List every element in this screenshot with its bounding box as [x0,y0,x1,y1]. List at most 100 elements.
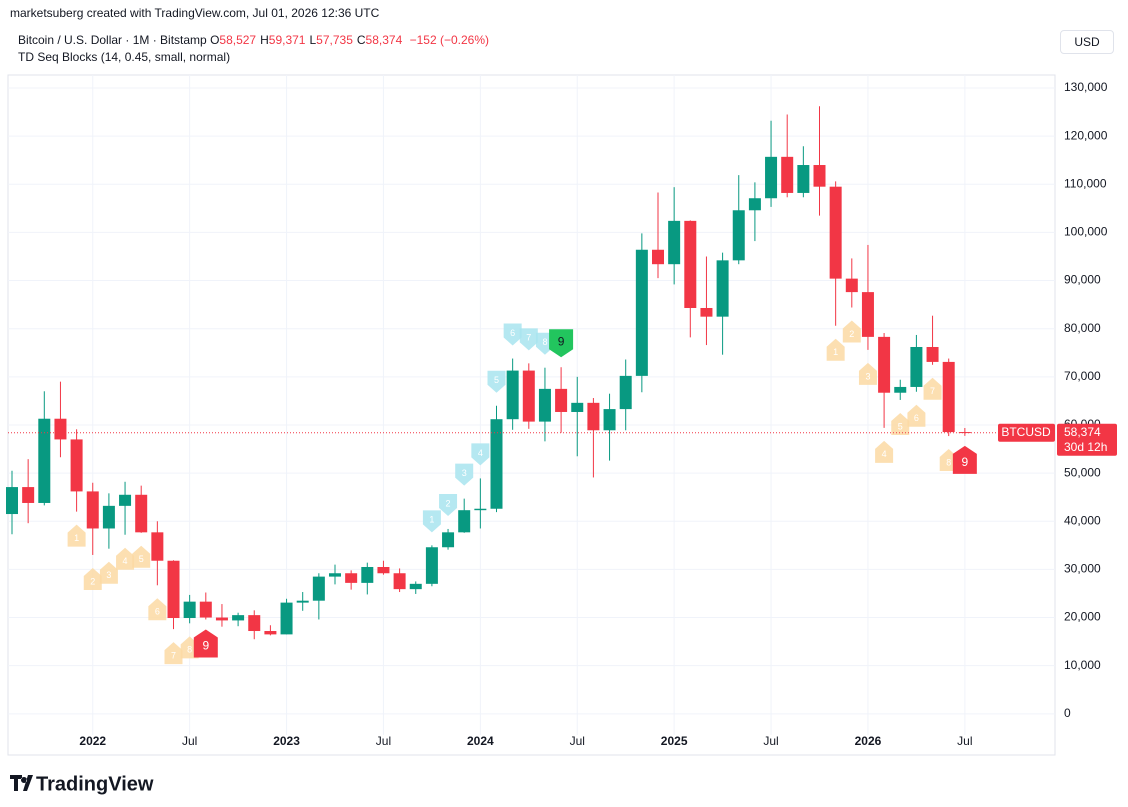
td-label: 6 [155,607,160,617]
ohlc: O58,527 H59,371 L57,735 C58,374 [210,33,406,47]
candle-body [345,573,358,583]
td-marker [952,445,977,474]
td-label: 2 [446,498,451,508]
candle-body [102,505,115,529]
symbol: Bitcoin / U.S. Dollar · 1M · Bitstamp [18,33,207,47]
candle-body [603,409,616,431]
td-marker [471,443,490,466]
x-tick-label: 2023 [273,734,300,748]
td-label: 4 [882,449,887,459]
ohlc-key: O [210,33,220,47]
candle-body [700,307,713,317]
candle-body [393,573,406,590]
credit: marketsuberg created with TradingView.co… [10,6,380,20]
candle-body [167,560,180,619]
x-tick-label: Jul [957,734,972,748]
currency-button[interactable]: USD [1060,30,1114,54]
candle-body [409,583,422,590]
y-tick-label: 110,000 [1064,176,1107,190]
x-tick-label: 2022 [79,734,106,748]
y-tick-label: 90,000 [1064,273,1101,287]
indicator: TD Seq Blocks (14, 0.45, small, normal) [18,50,231,64]
candle-body [296,600,309,603]
td-label: 3 [865,371,870,381]
ohlc-value: 59,371 [268,33,306,47]
td-label: 1 [833,347,838,357]
candle-body [248,615,261,632]
td-label: 4 [123,556,128,566]
x-tick-label: Jul [182,734,197,748]
candle-body [684,220,697,308]
y-tick-label: 60,000 [1064,417,1101,431]
candle-body [555,388,568,412]
x-tick-label: 2025 [661,734,688,748]
td-label: 6 [510,328,515,338]
td-label: 3 [106,570,111,580]
candle-body [70,439,83,492]
td-marker [148,598,167,621]
x-tick-label: 2026 [855,734,882,748]
candle-body [232,615,245,621]
candle-body [748,198,761,211]
ohlc-key: H [260,33,269,47]
pane-border [7,74,1056,756]
logo-icon [10,775,33,791]
candle-body [958,432,971,434]
td-marker [99,561,118,584]
candle-body [22,487,35,503]
candle-body [861,292,874,337]
td-marker [503,323,522,346]
td-label: 6 [914,413,919,423]
candle-body [506,370,519,420]
candle-body [135,494,148,533]
ohlc-key: C [356,33,366,47]
td-marker [455,463,474,486]
td-label: 2 [849,329,854,339]
y-tick-label: 20,000 [1064,610,1101,624]
y-tick-label: 100,000 [1064,225,1108,239]
price-tag-price: 58,374 [1064,425,1101,439]
candle-body [829,186,842,279]
y-tick-label: 70,000 [1064,369,1101,383]
y-tick-label: 40,000 [1064,513,1101,527]
candle-body [312,576,325,601]
candle-body [490,419,503,509]
symbol-legend: Bitcoin / U.S. Dollar · 1M · Bitstamp O5… [18,33,489,47]
td-marker [535,332,554,355]
td-label: 5 [494,375,499,385]
td-marker [549,329,574,358]
candle-body [264,631,277,635]
td-marker [83,567,102,590]
candle-body [781,156,794,193]
td-marker [875,440,894,463]
candle-body [910,346,923,387]
td-marker [116,547,135,570]
candle-body [54,418,67,440]
y-tick-label: 0 [1064,706,1071,720]
y-tick-label: 30,000 [1064,562,1101,576]
candle-body [926,346,939,362]
x-tick-label: Jul [570,734,585,748]
candle-body [329,573,341,577]
ohlc-value: 58,374 [365,33,403,47]
candle-body [571,402,584,412]
y-tick-label: 80,000 [1064,321,1101,335]
candle-body [538,388,551,422]
candle-body [38,418,51,503]
td-label: 8 [542,337,547,347]
candle-body [280,602,293,635]
candle-body [878,336,891,393]
td-label: 9 [558,334,565,348]
price-tag-bg [1057,423,1117,456]
candle-body [716,260,729,317]
td-label: 1 [429,515,434,525]
td-marker [422,510,441,533]
td-marker [487,370,506,393]
td-marker [923,377,942,400]
td-label: 1 [74,533,79,543]
td-marker [180,636,199,659]
td-label: 7 [171,650,176,660]
td-marker [826,338,845,361]
td-label: 7 [526,333,531,343]
